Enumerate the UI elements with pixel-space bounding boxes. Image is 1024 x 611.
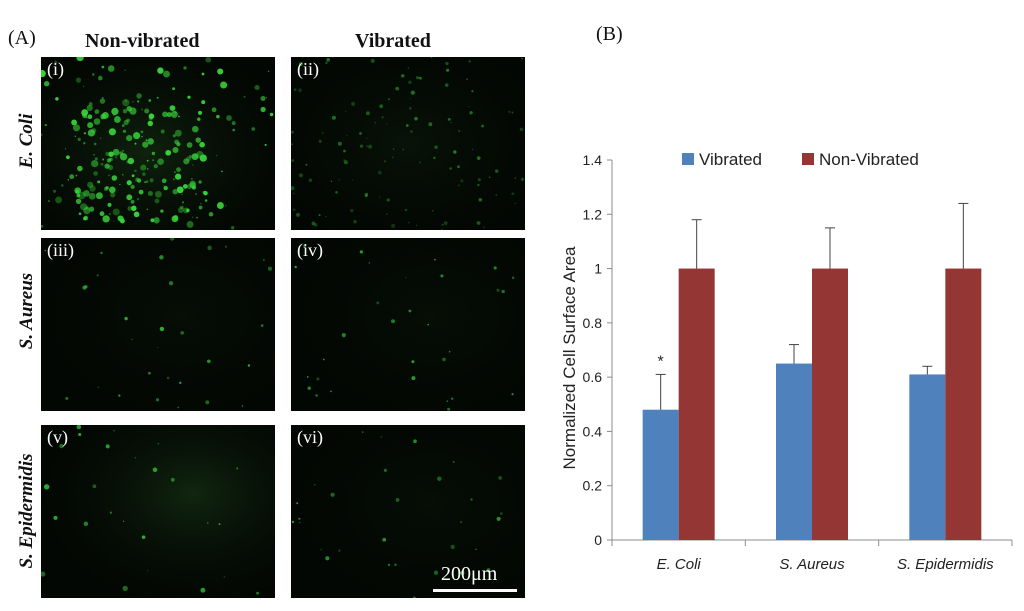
micrograph-s-aureus-non-vibrated: (iii): [41, 238, 275, 411]
scale-bar: [433, 589, 517, 592]
y-tick-label: 0.2: [583, 478, 603, 494]
y-tick-label: 1.2: [583, 206, 603, 222]
row-label-s-aureus: S. Aureus: [16, 272, 37, 350]
image-label: (iii): [47, 240, 74, 260]
row-label-e-coli: E. Coli: [16, 113, 37, 169]
panel-a-label: (A): [8, 27, 36, 49]
image-label: (ii): [297, 59, 319, 79]
fluorescence-texture: [291, 57, 525, 230]
micrograph-e-coli-vibrated: (ii): [291, 57, 525, 230]
fluorescence-texture: [41, 57, 275, 230]
y-tick-label: 0: [594, 532, 602, 548]
bar-vibrated: [776, 363, 812, 540]
image-label: (i): [47, 59, 64, 79]
y-tick-label: 0.8: [583, 315, 603, 331]
column-heading-non-vibrated: Non-vibrated: [85, 30, 200, 52]
micrograph-s-epidermidis-vibrated: (vi) 200μm: [291, 425, 525, 598]
image-label: (vi): [297, 427, 323, 447]
column-heading-vibrated: Vibrated: [355, 30, 431, 52]
y-tick-label: 0.6: [583, 369, 603, 385]
significance-marker: *: [658, 353, 664, 370]
bar-vibrated: [909, 374, 946, 540]
image-label: (v): [47, 427, 68, 447]
y-tick-label: 0.4: [583, 423, 603, 439]
x-tick-label: E. Coli: [657, 556, 702, 573]
row-label-s-epidermidis: S. Epidermidis: [16, 453, 37, 569]
bar-non-vibrated: [678, 268, 715, 540]
image-label: (iv): [297, 240, 323, 260]
x-tick-label: S. Epidermidis: [897, 556, 994, 573]
legend-swatch: [682, 153, 694, 165]
panel-b-label: (B): [596, 23, 623, 45]
x-tick-label: S. Aureus: [779, 556, 845, 573]
bar-non-vibrated: [812, 268, 848, 540]
y-tick-label: 1.4: [583, 152, 603, 168]
fluorescence-texture: [291, 238, 525, 411]
legend-label: Non-Vibrated: [819, 150, 919, 169]
scale-bar-label: 200μm: [441, 563, 498, 585]
bar-vibrated: [642, 409, 679, 540]
micrograph-s-aureus-vibrated: (iv): [291, 238, 525, 411]
legend-label: Vibrated: [699, 150, 762, 169]
bar-non-vibrated: [945, 268, 982, 540]
fluorescence-texture: [41, 238, 275, 411]
y-tick-label: 1: [594, 261, 602, 277]
bar-chart: 0 0.2 0.4 0.6 0.8 1 1.2 1.4 E. Coli S. Aureus S. E…: [560, 150, 1013, 573]
fluorescence-texture: [41, 425, 275, 598]
fluorescence-texture: [291, 425, 525, 598]
micrograph-e-coli-non-vibrated: (i): [41, 57, 275, 230]
micrograph-s-epidermidis-non-vibrated: (v): [41, 425, 275, 598]
legend-swatch: [802, 153, 814, 165]
y-axis-title: Normalized Cell Surface Area: [560, 246, 579, 470]
